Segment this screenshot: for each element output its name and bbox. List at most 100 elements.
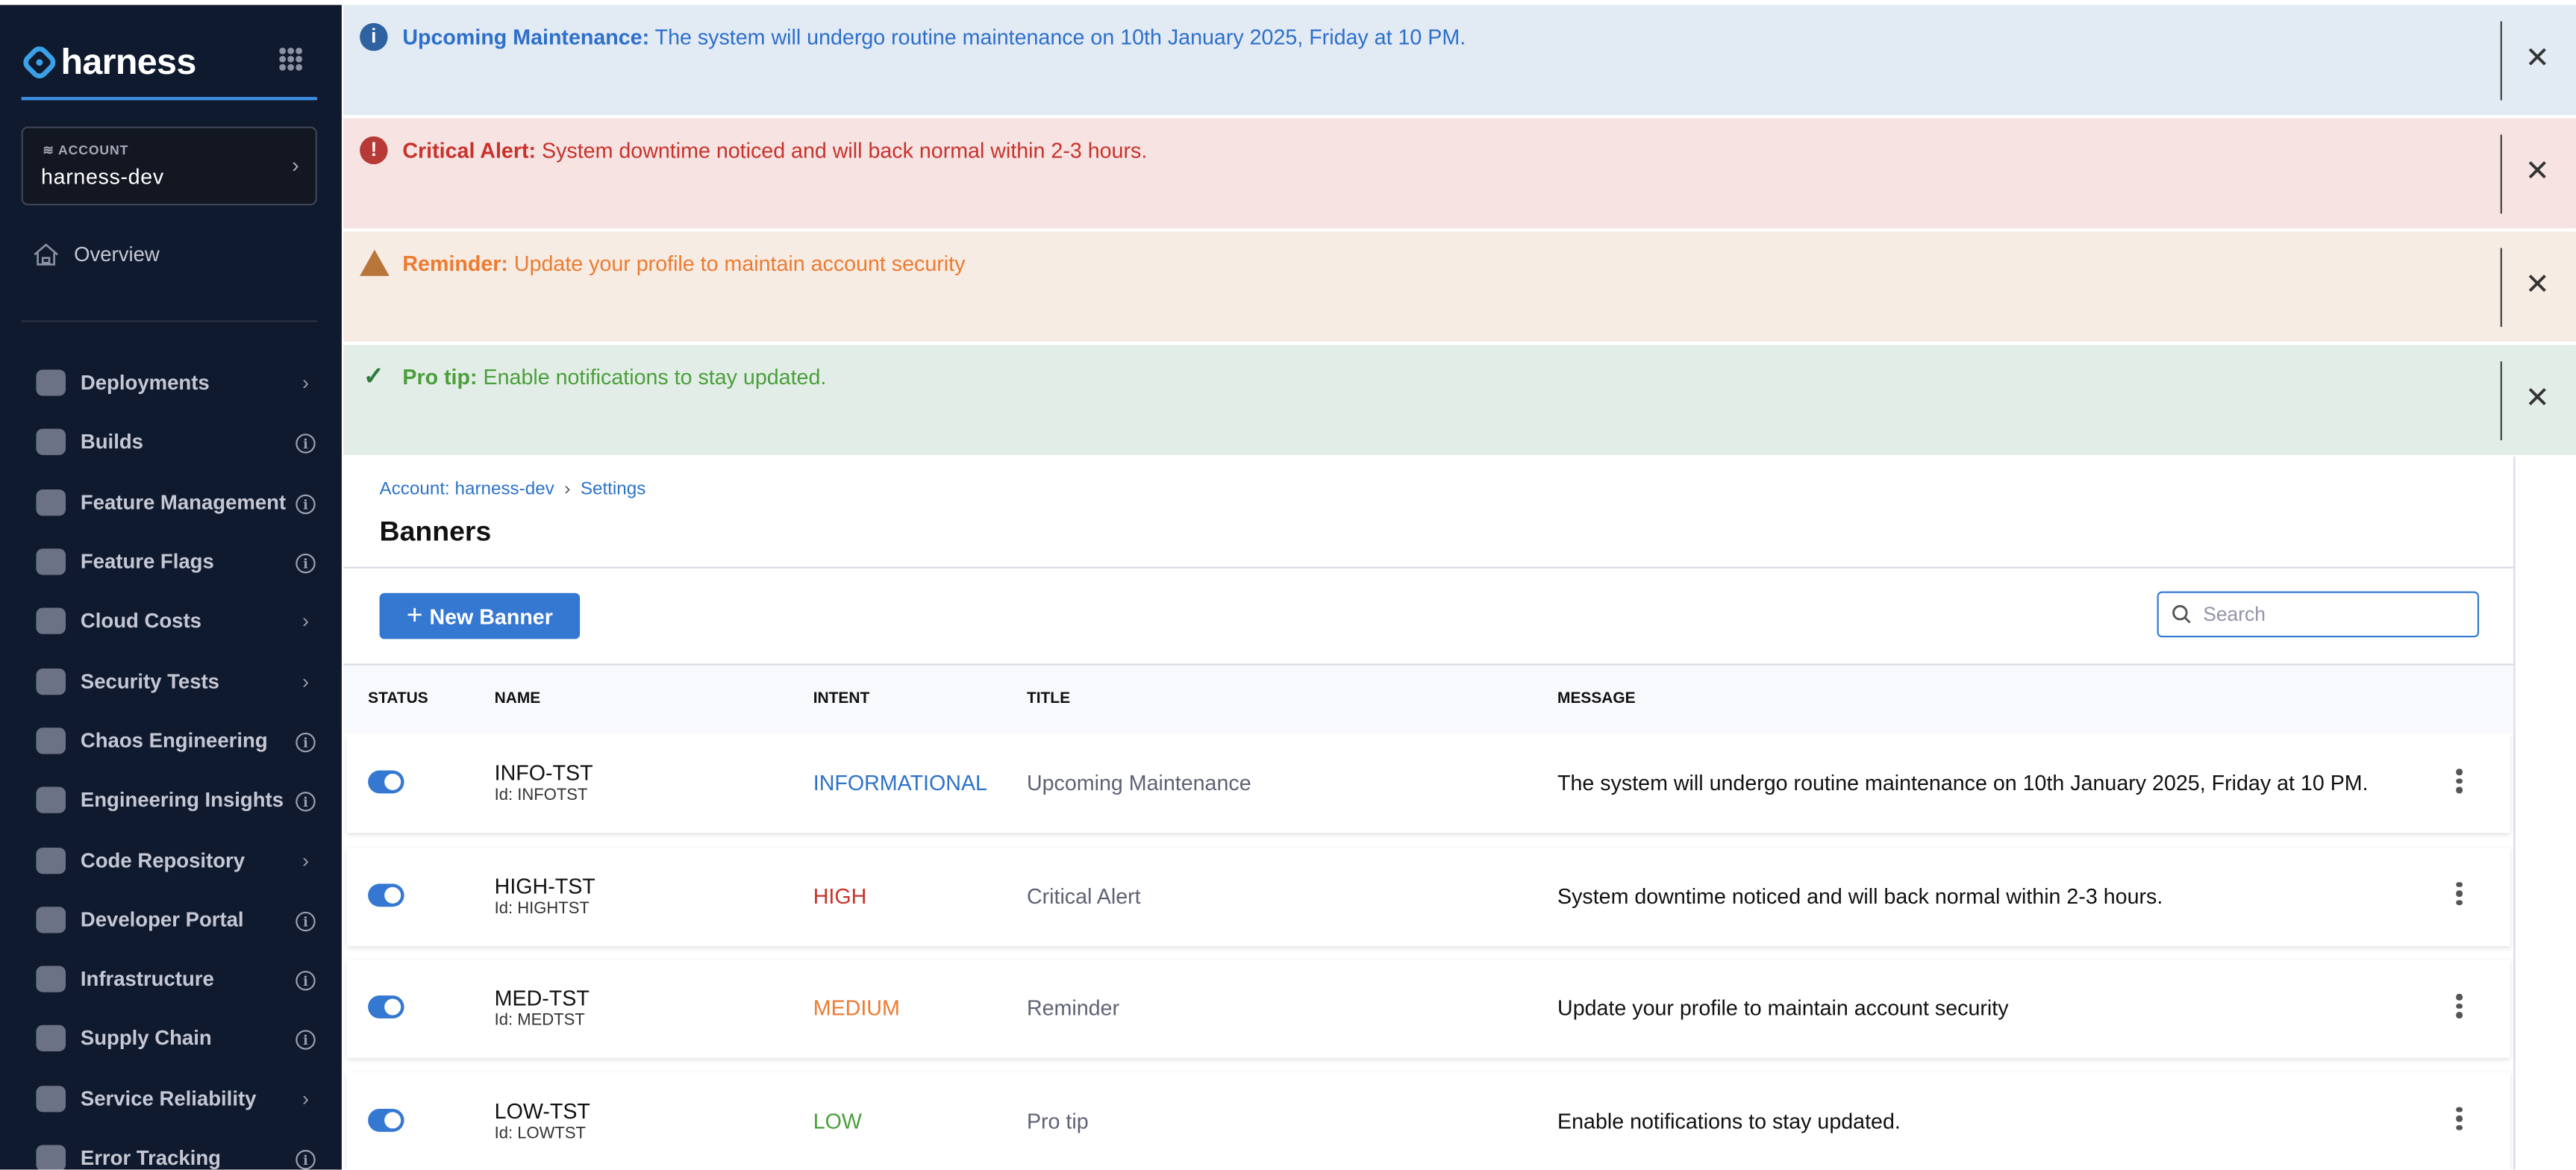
account-selector[interactable]: ≋ ACCOUNT harness-dev ›	[21, 126, 317, 206]
sidebar-item-label: Security Tests	[80, 669, 219, 693]
overview-label: Overview	[74, 243, 160, 266]
banner-divider	[2500, 248, 2502, 328]
sidebar-item-code-repository[interactable]: Code Repository ›	[36, 830, 319, 890]
header-name[interactable]: NAME	[494, 689, 541, 708]
sidebar-item-overview[interactable]: Overview	[33, 243, 160, 266]
sidebar-item-feature-management[interactable]: Feature Management i	[36, 472, 319, 532]
harness-logo-icon	[23, 46, 56, 79]
table-row[interactable]: LOW-TST Id: LOWTST LOW Pro tip Enable no…	[346, 1072, 2510, 1170]
intent-label: INFORMATIONAL	[813, 770, 987, 795]
breadcrumb-settings[interactable]: Settings	[580, 479, 646, 500]
info-icon[interactable]: i	[293, 1147, 319, 1170]
page-title: Banners	[379, 516, 492, 548]
cloud-costs-icon	[36, 608, 66, 635]
sidebar-divider	[21, 320, 317, 322]
info-icon[interactable]: i	[293, 968, 319, 991]
banner-divider	[2500, 134, 2502, 214]
banner-message: Update your profile to maintain account …	[513, 251, 966, 276]
table-row[interactable]: HIGH-TST Id: HIGHTST HIGH Critical Alert…	[346, 846, 2510, 945]
info-icon[interactable]: i	[293, 1027, 319, 1051]
feature-management-icon	[36, 489, 66, 516]
sidebar-item-engineering-insights[interactable]: Engineering Insights i	[36, 771, 319, 830]
sidebar-item-deployments[interactable]: Deployments ›	[36, 353, 319, 413]
more-options-icon[interactable]	[2451, 993, 2468, 1018]
table-row[interactable]: MED-TST Id: MEDTST MEDIUM Reminder Updat…	[346, 959, 2510, 1058]
sidebar-item-label: Builds	[80, 431, 143, 454]
breadcrumb: Account: harness-dev › Settings	[380, 480, 646, 499]
breadcrumb-separator: ›	[564, 479, 571, 500]
info-icon[interactable]: i	[293, 431, 319, 454]
info-icon: i	[360, 22, 388, 51]
sidebar-item-infrastructure[interactable]: Infrastructure i	[36, 949, 319, 1009]
search-input[interactable]: Search	[2157, 591, 2480, 638]
sidebar-item-security-tests[interactable]: Security Tests ›	[36, 651, 319, 711]
new-banner-button[interactable]: + New Banner	[379, 592, 581, 639]
banner-name: MED-TST	[494, 985, 590, 1010]
header-title[interactable]: TITLE	[1026, 689, 1071, 708]
search-placeholder: Search	[2203, 602, 2266, 626]
sidebar: harness ≋ ACCOUNT harness-dev › Overview…	[0, 4, 342, 1170]
close-icon[interactable]: ✕	[2525, 381, 2550, 414]
apps-grid-icon[interactable]	[279, 47, 303, 71]
chevron-right-icon: ›	[292, 152, 299, 178]
sidebar-item-error-tracking[interactable]: Error Tracking i	[36, 1128, 319, 1170]
table-row[interactable]: INFO-TST Id: INFOTST INFORMATIONAL Upcom…	[346, 734, 2510, 833]
sidebar-item-builds[interactable]: Builds i	[36, 413, 319, 472]
table-header: STATUS NAME INTENT TITLE MESSAGE	[343, 663, 2514, 733]
infrastructure-icon	[36, 966, 66, 992]
close-icon[interactable]: ✕	[2525, 41, 2550, 75]
banner-title: Reminder:	[402, 251, 508, 276]
close-icon[interactable]: ✕	[2525, 154, 2550, 187]
chevron-right-icon: ›	[302, 669, 309, 693]
info-icon[interactable]: i	[293, 491, 319, 514]
sidebar-item-chaos-engineering[interactable]: Chaos Engineering i	[36, 711, 319, 771]
banner-message: The system will undergo routine maintena…	[654, 25, 1466, 50]
sidebar-item-feature-flags[interactable]: Feature Flags i	[36, 532, 319, 592]
sidebar-item-cloud-costs[interactable]: Cloud Costs ›	[36, 592, 319, 651]
sidebar-item-service-reliability[interactable]: Service Reliability ›	[36, 1069, 319, 1128]
status-toggle[interactable]	[368, 883, 404, 907]
banner-message-cell: Enable notifications to stay updated.	[1557, 1107, 1901, 1133]
harness-logo[interactable]: harness	[22, 41, 196, 84]
banner-message-cell: Update your profile to maintain account …	[1557, 995, 2009, 1021]
status-toggle[interactable]	[368, 995, 404, 1019]
sidebar-item-label: Code Repository	[80, 848, 246, 872]
builds-icon	[36, 429, 66, 456]
info-icon[interactable]: i	[293, 789, 319, 813]
banner-title: Critical Alert:	[402, 137, 537, 163]
status-toggle[interactable]	[368, 1107, 404, 1131]
info-icon[interactable]: i	[293, 551, 319, 574]
info-icon[interactable]: i	[293, 908, 319, 931]
banner-name: HIGH-TST	[494, 873, 595, 898]
logo-text: harness	[60, 41, 196, 83]
feature-flags-icon	[36, 548, 66, 575]
more-options-icon[interactable]	[2451, 769, 2468, 793]
info-icon[interactable]: i	[293, 729, 319, 753]
more-options-icon[interactable]	[2451, 881, 2468, 906]
chevron-right-icon: ›	[302, 1086, 309, 1110]
sidebar-item-label: Chaos Engineering	[80, 729, 268, 753]
logo-underline	[21, 96, 317, 101]
banner-message: Enable notifications to stay updated.	[483, 364, 827, 390]
banner-divider	[2500, 361, 2502, 441]
code-repository-icon	[36, 846, 66, 874]
banner-divider	[2500, 21, 2502, 101]
announcement-banner: ✓ Pro tip: Enable notifications to stay …	[343, 345, 2576, 455]
sidebar-item-label: Infrastructure	[80, 967, 214, 991]
sidebar-item-label: Deployments	[80, 371, 210, 395]
supply-chain-icon	[36, 1025, 66, 1052]
close-icon[interactable]: ✕	[2525, 267, 2550, 301]
intent-label: MEDIUM	[813, 995, 900, 1021]
sidebar-item-supply-chain[interactable]: Supply Chain i	[36, 1009, 319, 1069]
check-icon: ✓	[363, 363, 384, 391]
banner-message: System downtime noticed and will back no…	[542, 137, 1148, 163]
sidebar-item-label: Cloud Costs	[80, 610, 201, 634]
status-toggle[interactable]	[368, 770, 404, 794]
breadcrumb-account[interactable]: Account: harness-dev	[379, 479, 554, 500]
header-intent[interactable]: INTENT	[813, 689, 870, 708]
banner-id: Id: HIGHTST	[494, 899, 590, 918]
banner-title: Pro tip:	[402, 364, 478, 390]
header-status: STATUS	[368, 689, 428, 708]
more-options-icon[interactable]	[2451, 1106, 2468, 1130]
sidebar-item-developer-portal[interactable]: Developer Portal i	[36, 889, 319, 949]
